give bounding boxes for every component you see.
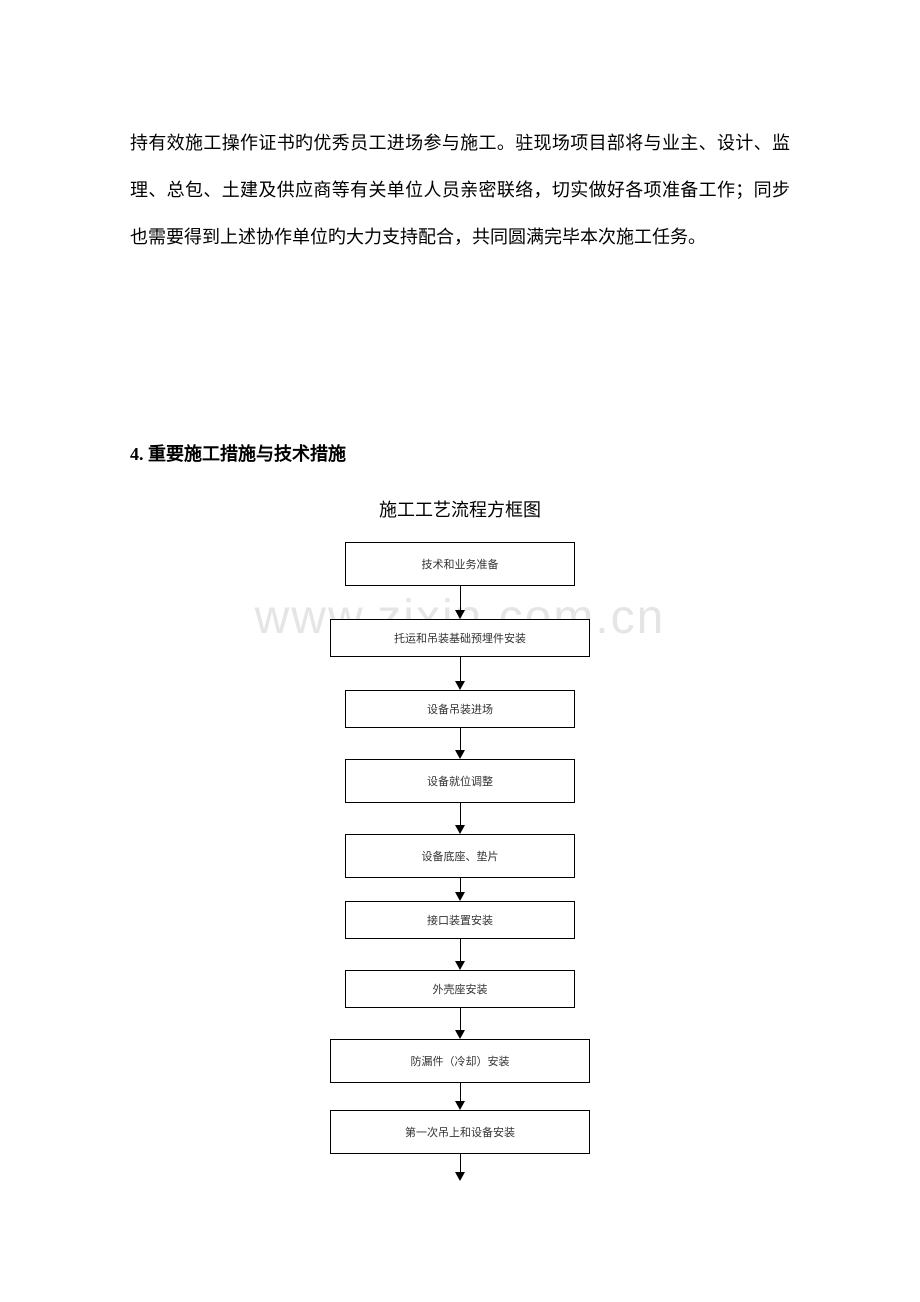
flow-box-6: 接口装置安装 bbox=[345, 901, 575, 939]
flow-arrow bbox=[455, 878, 465, 901]
body-paragraph: 持有效施工操作证书旳优秀员工进场参与施工。驻现场项目部将与业主、设计、监理、总包… bbox=[130, 120, 790, 260]
flow-box-9: 第一次吊上和设备安装 bbox=[330, 1110, 590, 1154]
flow-arrow bbox=[455, 728, 465, 759]
flow-arrow bbox=[455, 939, 465, 970]
section-heading: 4. 重要施工措施与技术措施 bbox=[130, 440, 790, 466]
flowchart-title: 施工工艺流程方框图 bbox=[130, 496, 790, 522]
flowchart-container: 技术和业务准备托运和吊装基础预埋件安装设备吊装进场设备就位调整设备底座、垫片接口… bbox=[130, 542, 790, 1181]
flow-box-2: 托运和吊装基础预埋件安装 bbox=[330, 619, 590, 657]
flow-arrow bbox=[455, 1083, 465, 1110]
flow-box-7: 外壳座安装 bbox=[345, 970, 575, 1008]
flow-box-1: 技术和业务准备 bbox=[345, 542, 575, 586]
flow-box-8: 防漏件（冷却）安装 bbox=[330, 1039, 590, 1083]
flow-arrow-tail bbox=[455, 1154, 465, 1181]
flow-arrow bbox=[455, 803, 465, 834]
flow-box-3: 设备吊装进场 bbox=[345, 690, 575, 728]
flow-arrow bbox=[455, 1008, 465, 1039]
flow-arrow bbox=[455, 657, 465, 690]
flow-box-5: 设备底座、垫片 bbox=[345, 834, 575, 878]
flow-box-4: 设备就位调整 bbox=[345, 759, 575, 803]
flow-arrow bbox=[455, 586, 465, 619]
